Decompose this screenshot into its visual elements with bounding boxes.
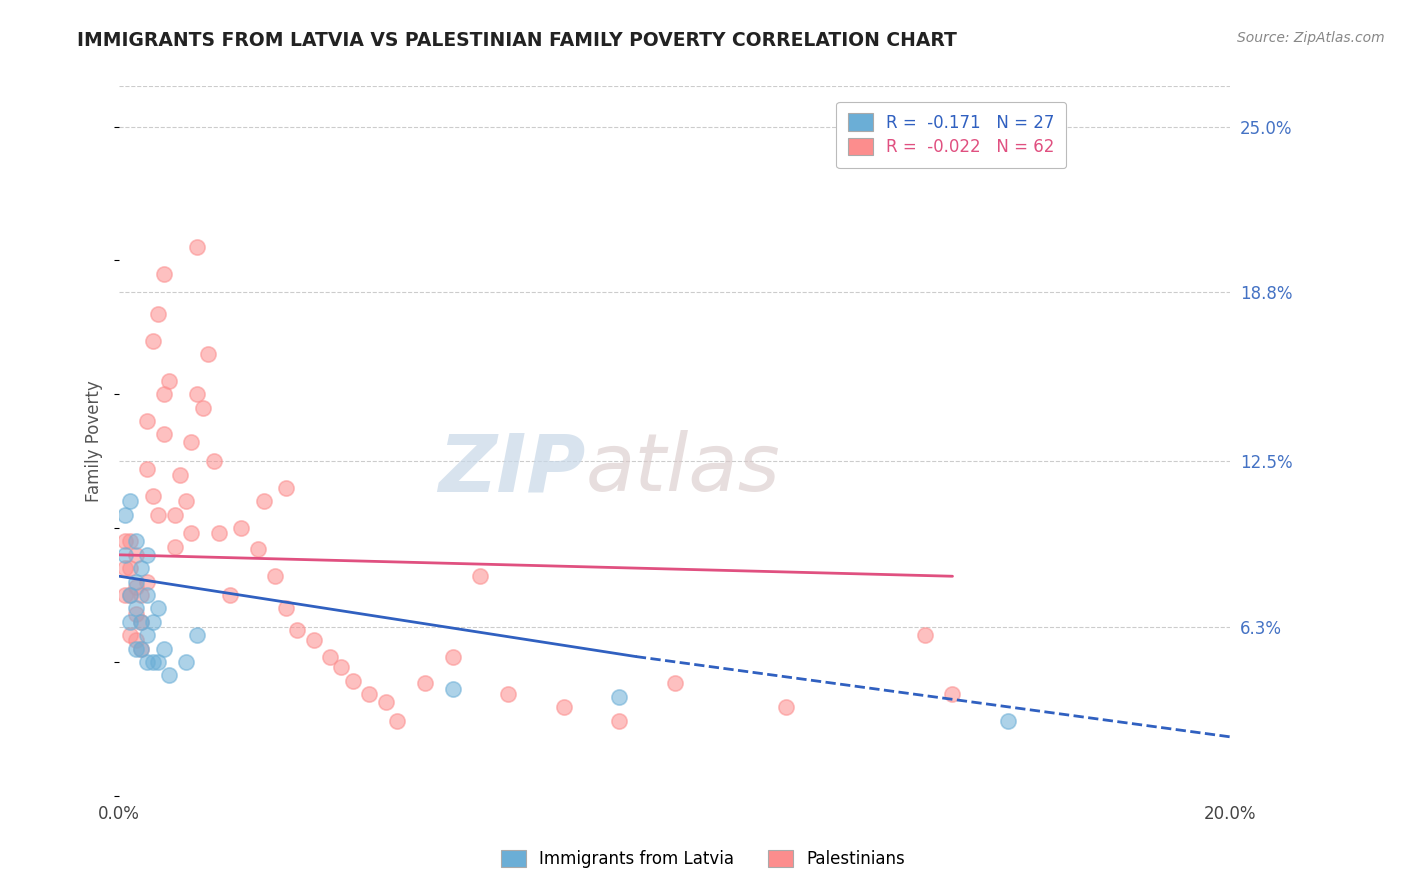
Point bbox=[186, 628, 208, 642]
Point bbox=[131, 641, 153, 656]
Point bbox=[186, 240, 208, 254]
Point bbox=[136, 655, 159, 669]
Point bbox=[146, 307, 169, 321]
Point bbox=[997, 714, 1019, 728]
Point bbox=[125, 574, 148, 589]
Point bbox=[120, 561, 142, 575]
Point bbox=[374, 695, 396, 709]
Point bbox=[136, 548, 159, 562]
Point bbox=[274, 601, 297, 615]
Point bbox=[330, 660, 353, 674]
Point bbox=[914, 628, 936, 642]
Text: IMMIGRANTS FROM LATVIA VS PALESTINIAN FAMILY POVERTY CORRELATION CHART: IMMIGRANTS FROM LATVIA VS PALESTINIAN FA… bbox=[77, 31, 957, 50]
Point bbox=[180, 526, 202, 541]
Point bbox=[131, 615, 153, 629]
Text: Source: ZipAtlas.com: Source: ZipAtlas.com bbox=[1237, 31, 1385, 45]
Point bbox=[114, 588, 136, 602]
Point bbox=[208, 526, 231, 541]
Point bbox=[163, 508, 186, 522]
Point bbox=[120, 588, 142, 602]
Point bbox=[174, 494, 197, 508]
Point bbox=[152, 267, 174, 281]
Y-axis label: Family Poverty: Family Poverty bbox=[86, 380, 103, 502]
Point bbox=[114, 534, 136, 549]
Point bbox=[120, 494, 142, 508]
Point bbox=[136, 628, 159, 642]
Point bbox=[131, 588, 153, 602]
Point bbox=[125, 534, 148, 549]
Point bbox=[664, 676, 686, 690]
Text: atlas: atlas bbox=[586, 431, 780, 508]
Point bbox=[385, 714, 408, 728]
Point bbox=[120, 534, 142, 549]
Point bbox=[274, 481, 297, 495]
Point bbox=[125, 548, 148, 562]
Point bbox=[174, 655, 197, 669]
Point bbox=[157, 668, 180, 682]
Point bbox=[342, 673, 364, 688]
Point bbox=[131, 615, 153, 629]
Point bbox=[319, 649, 342, 664]
Point bbox=[553, 700, 575, 714]
Point bbox=[285, 623, 308, 637]
Point bbox=[253, 494, 276, 508]
Point bbox=[142, 334, 165, 348]
Point bbox=[125, 580, 148, 594]
Point bbox=[142, 615, 165, 629]
Point bbox=[302, 633, 325, 648]
Point bbox=[496, 687, 519, 701]
Point bbox=[152, 641, 174, 656]
Point bbox=[120, 628, 142, 642]
Point bbox=[219, 588, 242, 602]
Point bbox=[607, 714, 630, 728]
Point bbox=[359, 687, 381, 701]
Point bbox=[142, 489, 165, 503]
Point bbox=[197, 347, 219, 361]
Point bbox=[136, 414, 159, 428]
Point bbox=[202, 454, 225, 468]
Point bbox=[152, 427, 174, 442]
Point bbox=[941, 687, 963, 701]
Point bbox=[146, 508, 169, 522]
Point bbox=[136, 462, 159, 476]
Point bbox=[146, 655, 169, 669]
Point bbox=[146, 601, 169, 615]
Point bbox=[125, 601, 148, 615]
Point bbox=[186, 387, 208, 401]
Point bbox=[152, 387, 174, 401]
Point bbox=[441, 649, 464, 664]
Point bbox=[775, 700, 797, 714]
Point bbox=[163, 540, 186, 554]
Legend: Immigrants from Latvia, Palestinians: Immigrants from Latvia, Palestinians bbox=[495, 843, 911, 875]
Point bbox=[136, 574, 159, 589]
Point bbox=[125, 607, 148, 621]
Point bbox=[441, 681, 464, 696]
Point bbox=[247, 542, 270, 557]
Point bbox=[120, 588, 142, 602]
Point bbox=[131, 641, 153, 656]
Point bbox=[169, 467, 191, 482]
Point bbox=[263, 569, 285, 583]
Point bbox=[131, 561, 153, 575]
Point bbox=[607, 690, 630, 704]
Legend: R =  -0.171   N = 27, R =  -0.022   N = 62: R = -0.171 N = 27, R = -0.022 N = 62 bbox=[837, 102, 1066, 168]
Point bbox=[142, 655, 165, 669]
Point bbox=[125, 641, 148, 656]
Point bbox=[470, 569, 492, 583]
Point bbox=[114, 508, 136, 522]
Point bbox=[114, 548, 136, 562]
Point bbox=[125, 633, 148, 648]
Point bbox=[180, 435, 202, 450]
Point bbox=[114, 561, 136, 575]
Point bbox=[157, 374, 180, 388]
Text: ZIP: ZIP bbox=[439, 431, 586, 508]
Point bbox=[413, 676, 436, 690]
Point bbox=[120, 615, 142, 629]
Point bbox=[231, 521, 253, 535]
Point bbox=[136, 588, 159, 602]
Point bbox=[191, 401, 214, 415]
